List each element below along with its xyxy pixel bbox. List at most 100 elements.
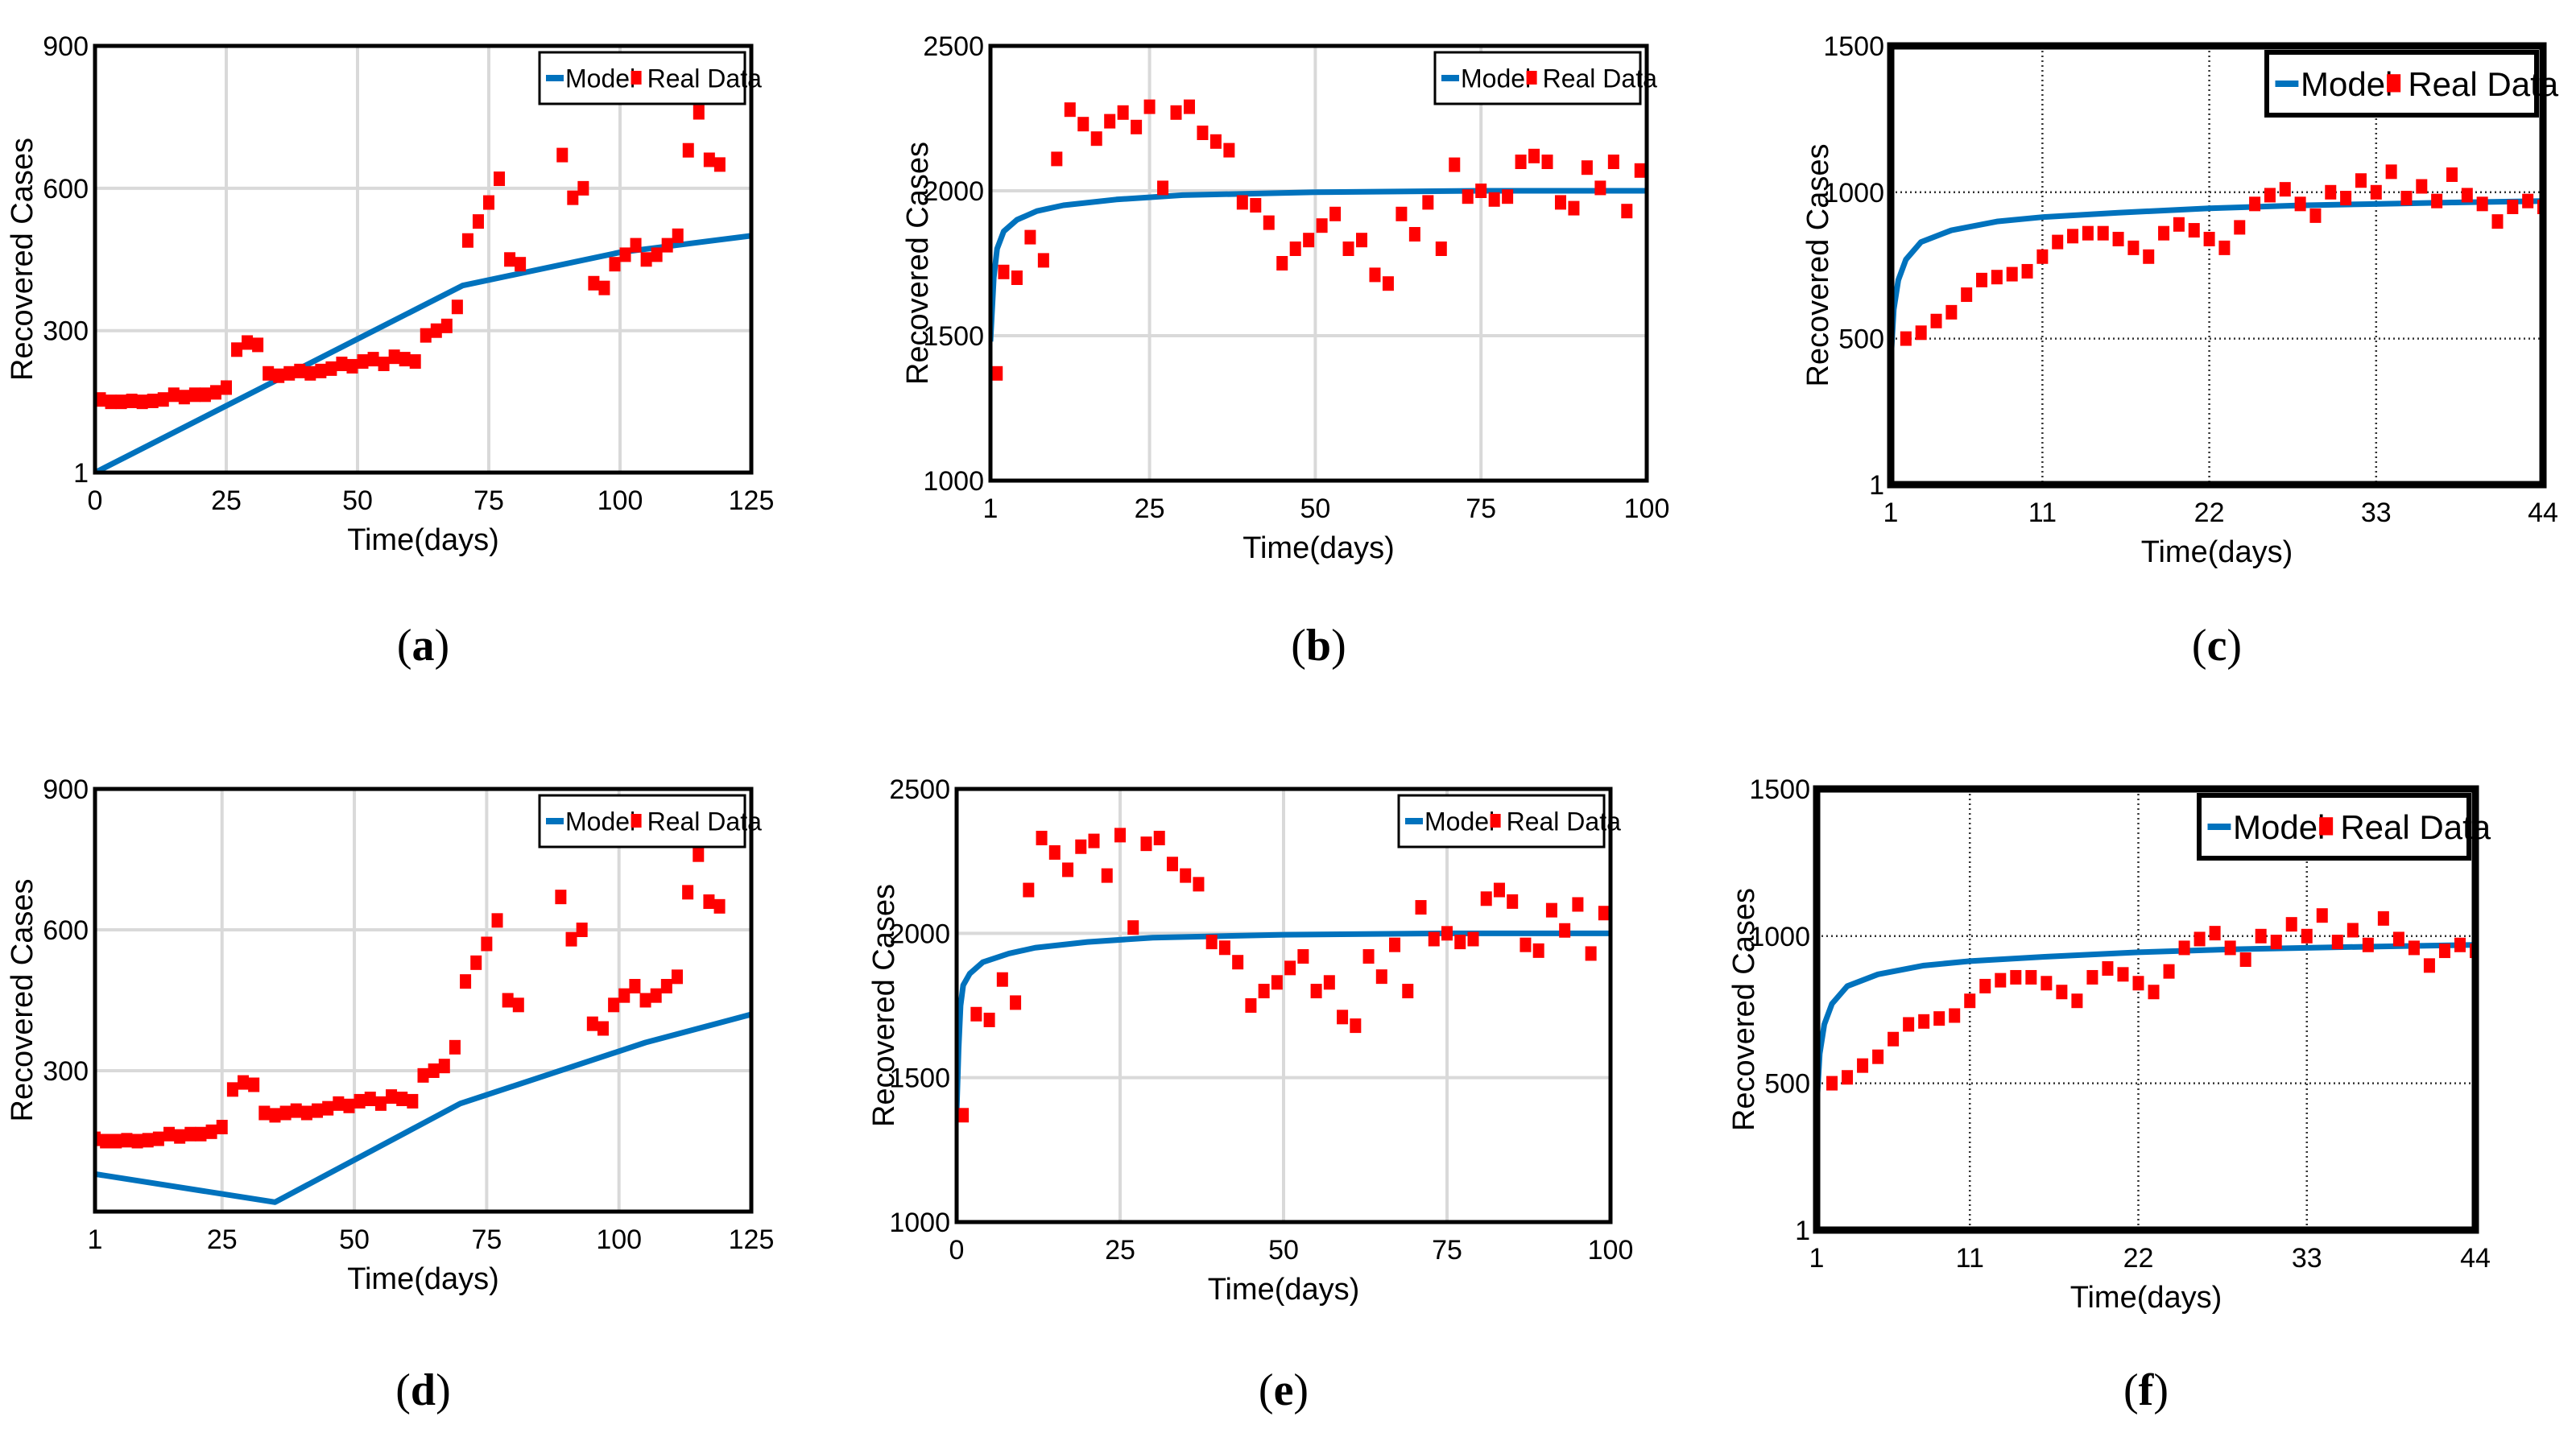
real-data-point <box>420 328 432 343</box>
y-axis-label: Recovered Cases <box>901 142 935 385</box>
real-data-point <box>2025 969 2037 985</box>
real-data-point <box>2082 225 2094 241</box>
x-tick-label: 50 <box>342 485 373 516</box>
real-data-point <box>1289 242 1301 256</box>
real-data-point <box>209 385 221 400</box>
real-data-point <box>1422 195 1434 210</box>
x-axis-label: Time(days) <box>1208 1273 1360 1307</box>
real-data-point <box>1568 200 1580 216</box>
real-data-point <box>157 392 169 407</box>
real-data-point <box>1316 218 1328 233</box>
y-axis-label: Recovered Cases <box>1727 888 1761 1131</box>
real-data-point <box>991 365 1003 381</box>
real-data-point <box>263 365 275 381</box>
y-tick-label: 600 <box>43 174 89 204</box>
real-data-point <box>1502 189 1514 204</box>
real-data-point <box>136 394 148 410</box>
legend-label-model: Model <box>1461 64 1531 93</box>
x-tick-label: 75 <box>1432 1235 1462 1266</box>
y-tick-label: 1000 <box>889 1208 950 1238</box>
legend-label-model: Model <box>565 807 635 836</box>
real-data-point <box>2127 240 2140 255</box>
real-data-point <box>1842 1070 1854 1085</box>
real-data-point <box>142 1133 154 1148</box>
real-data-point <box>983 1012 995 1027</box>
real-data-point <box>1051 151 1063 167</box>
real-data-point <box>2408 940 2420 956</box>
x-tick-label: 100 <box>1624 493 1670 524</box>
real-data-point <box>1323 975 1335 990</box>
x-tick-label: 100 <box>1588 1235 1634 1266</box>
real-data-point <box>248 1077 260 1092</box>
x-tick-label: 11 <box>1956 1243 1984 1274</box>
real-data-point <box>682 885 694 900</box>
real-data-point <box>1585 946 1597 961</box>
real-data-point <box>1415 900 1427 915</box>
real-data-point <box>608 997 620 1013</box>
real-data-point <box>2416 179 2428 194</box>
real-data-point <box>2132 976 2144 991</box>
x-tick-label: 22 <box>2194 498 2225 528</box>
y-tick-label: 1 <box>73 458 89 489</box>
real-data-point <box>2086 969 2098 985</box>
real-data-point <box>1276 256 1288 270</box>
real-data-point <box>713 157 726 172</box>
real-data-point <box>2071 993 2083 1009</box>
x-tick-label: 100 <box>596 1224 642 1255</box>
real-data-point <box>472 214 484 229</box>
real-data-point <box>1218 940 1230 956</box>
real-data-point <box>2249 196 2261 212</box>
real-data-point <box>2279 182 2291 197</box>
legend: Model Real Data <box>1433 51 1657 105</box>
real-data-point <box>1493 882 1505 898</box>
real-data-point <box>449 1039 461 1055</box>
real-data-point <box>312 1103 324 1118</box>
real-data-point <box>1131 119 1143 134</box>
x-tick-label: 0 <box>88 485 103 516</box>
real-data-point <box>178 390 190 405</box>
x-axis-label: Time(days) <box>2141 535 2293 569</box>
legend-real-swatch <box>1490 814 1501 828</box>
real-data-point <box>703 152 715 167</box>
real-data-point <box>451 299 463 315</box>
real-data-point <box>1037 253 1049 268</box>
real-data-point <box>2036 249 2049 264</box>
real-data-point <box>1011 270 1023 285</box>
real-data-point <box>1114 828 1126 843</box>
y-tick-label: 1 <box>1869 470 1884 501</box>
real-data-point <box>2385 164 2397 180</box>
legend-box <box>1397 794 1606 849</box>
real-data-point <box>430 323 442 338</box>
legend: Model Real Data <box>2264 50 2559 118</box>
x-axis-label: Time(days) <box>347 1262 499 1296</box>
y-tick-label: 1500 <box>889 1063 950 1094</box>
real-data-point <box>597 1021 609 1036</box>
panel-b: 1 25 50 75 100 1000 1500 2000 2500 Time(days) Reco… <box>901 31 1669 671</box>
panel-caption: (a) <box>397 621 449 671</box>
real-data-point <box>325 361 337 376</box>
legend-box <box>538 51 746 105</box>
real-data-point <box>258 1105 271 1121</box>
real-data-point <box>2097 225 2109 241</box>
real-data-point <box>1918 1014 1930 1029</box>
real-data-point <box>1435 242 1447 256</box>
real-data-point <box>1976 272 1988 287</box>
real-data-point <box>2006 266 2018 282</box>
real-data-point <box>367 352 379 367</box>
x-tick-label: 75 <box>473 485 504 516</box>
real-data-point <box>1143 99 1156 114</box>
real-data-point <box>1933 1011 1945 1026</box>
legend: Model Real Data <box>538 794 762 849</box>
legend-box <box>2197 793 2471 861</box>
real-data-point <box>2347 923 2359 938</box>
model-line <box>957 930 1611 1113</box>
real-data-point <box>2010 969 2022 985</box>
axes-frame <box>1813 785 2479 1234</box>
real-data-point <box>1581 160 1593 175</box>
real-data-point <box>1223 142 1235 158</box>
real-data-point <box>2423 958 2435 973</box>
real-data-point <box>1507 894 1519 909</box>
real-data-point <box>1621 204 1633 219</box>
real-data-point <box>283 365 296 381</box>
real-data-point <box>242 335 254 350</box>
